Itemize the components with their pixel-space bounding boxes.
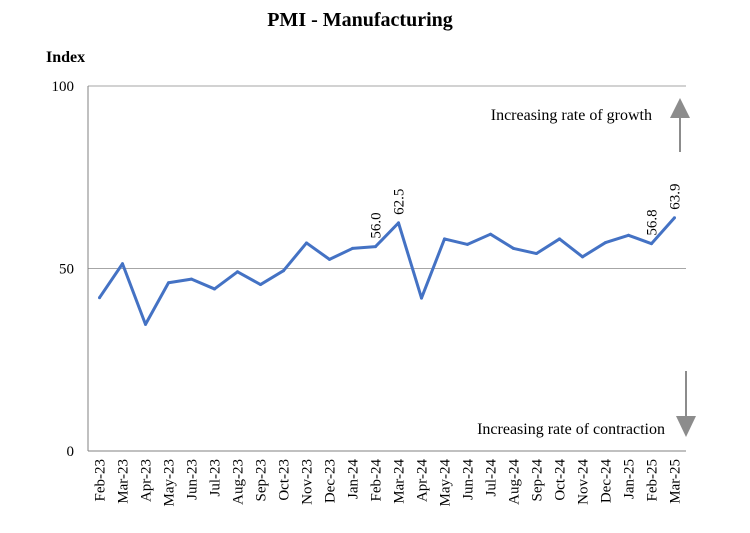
up-arrow-icon — [670, 98, 690, 152]
x-axis-ticks: Feb-23 Mar-23 Apr-23 May-23 Jun-23 Jul-23 Aug-… — [93, 459, 684, 507]
data-point — [351, 246, 354, 250]
x-tick-label: Oct-23 — [277, 459, 293, 501]
x-tick-label: Sep-23 — [254, 459, 270, 502]
data-point — [374, 245, 377, 249]
data-point — [190, 277, 193, 281]
data-point — [466, 242, 469, 246]
data-label: 63.9 — [668, 184, 684, 210]
x-tick-label: Jun-23 — [185, 459, 201, 500]
data-point — [144, 322, 147, 326]
y-tick-label: 0 — [67, 444, 75, 460]
growth-annotation: Increasing rate of growth — [491, 107, 652, 124]
chart-title: PMI - Manufacturing — [267, 9, 453, 31]
data-label: 56.8 — [645, 209, 661, 235]
x-tick-label: Oct-24 — [553, 459, 569, 501]
x-tick-label: Jun-24 — [461, 459, 477, 500]
x-tick-label: Mar-23 — [116, 459, 132, 504]
x-tick-label: Apr-24 — [415, 459, 431, 503]
x-tick-label: Feb-24 — [369, 459, 385, 502]
data-point — [535, 252, 538, 256]
data-point — [282, 269, 285, 273]
data-point — [443, 237, 446, 241]
x-tick-label: Jul-23 — [208, 459, 224, 497]
x-tick-label: Mar-25 — [668, 459, 684, 504]
data-point — [420, 296, 423, 300]
data-point — [305, 241, 308, 245]
data-point — [328, 257, 331, 261]
x-tick-label: Sep-24 — [530, 459, 546, 502]
x-tick-label: Jan-24 — [346, 459, 362, 499]
data-point — [650, 242, 653, 246]
x-tick-label: Jan-25 — [622, 459, 638, 499]
data-point — [604, 241, 607, 245]
x-tick-label: Nov-24 — [576, 459, 592, 505]
x-tick-label: May-24 — [438, 459, 454, 507]
data-label: 56.0 — [369, 212, 385, 238]
data-point — [167, 281, 170, 285]
data-point — [259, 283, 262, 287]
data-point — [236, 270, 239, 274]
data-point — [489, 232, 492, 236]
x-tick-label: Apr-23 — [139, 459, 155, 502]
series-group — [98, 216, 676, 326]
y-tick-label: 100 — [52, 79, 75, 95]
data-point — [512, 246, 515, 250]
data-point — [558, 237, 561, 241]
x-tick-label: Dec-23 — [323, 459, 339, 503]
y-axis-ticks: 0 50 100 — [52, 79, 75, 460]
data-labels: 56.0 62.5 56.8 63.9 — [369, 184, 684, 239]
series-line — [98, 216, 676, 326]
data-point — [397, 221, 400, 225]
y-axis-label: Index — [46, 49, 85, 66]
x-tick-label: Aug-24 — [507, 459, 523, 505]
gridlines — [87, 85, 686, 452]
data-point — [121, 262, 124, 266]
down-arrow-icon — [676, 371, 696, 437]
x-tick-label: Mar-24 — [392, 459, 408, 504]
data-point — [627, 233, 630, 237]
data-label: 62.5 — [392, 189, 408, 215]
x-tick-label: Nov-23 — [300, 459, 316, 505]
y-tick-label: 50 — [59, 262, 74, 278]
x-tick-label: May-23 — [162, 459, 178, 507]
x-tick-label: Dec-24 — [599, 459, 615, 504]
x-tick-label: Aug-23 — [231, 459, 247, 505]
contraction-annotation: Increasing rate of contraction — [477, 421, 665, 438]
x-tick-label: Feb-25 — [645, 459, 661, 502]
data-point — [581, 255, 584, 259]
data-point — [98, 296, 101, 300]
data-point — [213, 287, 216, 291]
data-point — [673, 216, 676, 220]
x-tick-label: Jul-24 — [484, 459, 500, 497]
x-tick-label: Feb-23 — [93, 459, 109, 502]
